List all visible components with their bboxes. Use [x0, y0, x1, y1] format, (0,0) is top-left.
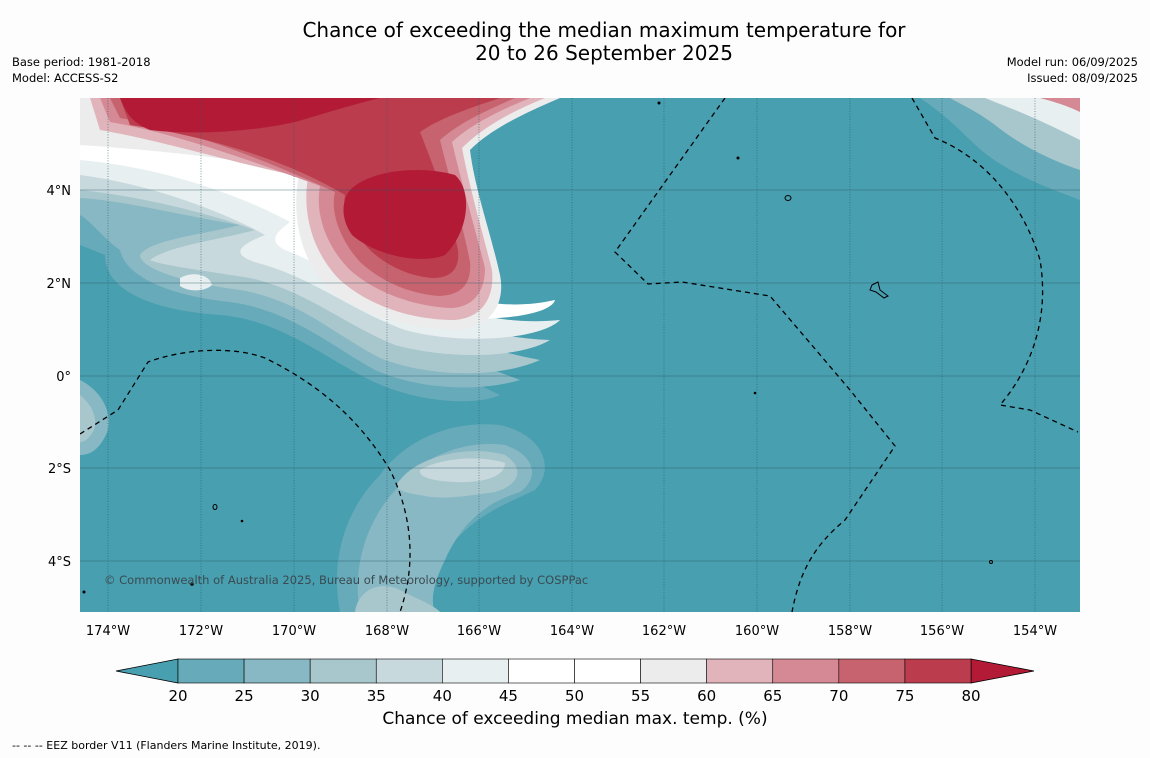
warm-anomaly-core [80, 98, 560, 330]
lon-label: 160°W [735, 624, 779, 639]
map-title-line-1: Chance of exceeding the median maximum t… [302, 18, 906, 42]
colorbar-bins [177, 658, 972, 684]
model-run-date: Model run: 06/09/2025 [1006, 55, 1138, 69]
base-period: Base period: 1981-2018 [12, 55, 151, 69]
issued-date: Issued: 08/09/2025 [1027, 71, 1138, 85]
colorbar-high-arrow [970, 658, 1035, 684]
colorbar-bin [640, 658, 707, 684]
colorbar-bin [904, 658, 972, 684]
model-name: Model: ACCESS-S2 [12, 71, 119, 85]
colorbar-label: Chance of exceeding median max. temp. (%… [382, 709, 768, 729]
anomaly-south [80, 380, 545, 612]
colorbar-bin [772, 658, 840, 684]
colorbar-bin [375, 658, 443, 684]
lon-label: 154°W [1013, 624, 1057, 639]
lon-label: 156°W [920, 624, 964, 639]
longitude-labels: 174°W 172°W 170°W 168°W 166°W 164°W 162°… [86, 624, 1057, 639]
colorbar-bin [574, 658, 641, 684]
colorbar-bin [309, 658, 377, 684]
lon-label: 166°W [457, 624, 501, 639]
colorbar-bin [442, 658, 509, 684]
colorbar-tick-label: 70 [829, 687, 848, 705]
copyright-notice: © Commonwealth of Australia 2025, Bureau… [104, 573, 588, 587]
colorbar-tick-label: 30 [301, 687, 320, 705]
lat-label: 4°S [48, 555, 71, 570]
colorbar-tick-label: 35 [367, 687, 386, 705]
colorbar-tick-label: 80 [961, 687, 980, 705]
lon-label: 168°W [365, 624, 409, 639]
colorbar-bin [177, 658, 245, 684]
map-plot-area [80, 98, 1080, 612]
metadata-left: Base period: 1981-2018 Model: ACCESS-S2 [12, 54, 151, 86]
latitude-labels: 4°N 2°N 0° 2°S 4°S [47, 184, 72, 570]
colorbar-tick-label: 20 [168, 687, 187, 705]
colorbar-bin [243, 658, 311, 684]
colorbar-tick-label: 55 [631, 687, 650, 705]
lat-label: 2°N [47, 277, 72, 292]
colorbar-tick-label: 75 [895, 687, 914, 705]
graticule-lat [80, 189, 1080, 562]
colorbar-tick-label: 40 [433, 687, 452, 705]
colorbar-bin [838, 658, 906, 684]
lat-label: 0° [56, 370, 71, 385]
colorbar-low-arrow [115, 658, 179, 684]
colorbar-tick-label: 50 [565, 687, 584, 705]
lon-label: 158°W [828, 624, 872, 639]
colorbar-tick-label: 60 [697, 687, 716, 705]
colorbar-bin [508, 658, 575, 684]
lon-label: 170°W [272, 624, 316, 639]
lat-label: 4°N [47, 184, 72, 199]
lon-label: 164°W [550, 624, 594, 639]
colorbar: 20 25 30 35 40 45 50 55 60 65 70 75 80 [115, 658, 1035, 705]
warm-anomaly-northeast [920, 98, 1080, 200]
map-title-line-2: 20 to 26 September 2025 [475, 41, 733, 65]
islands [82, 101, 993, 594]
lon-label: 174°W [86, 624, 130, 639]
colorbar-ticks: 20 25 30 35 40 45 50 55 60 65 70 75 80 [168, 687, 980, 705]
colorbar-bin [706, 658, 774, 684]
colorbar-tick-label: 45 [499, 687, 518, 705]
colorbar-tick-label: 65 [763, 687, 782, 705]
eez-borders [80, 98, 1079, 612]
metadata-right: Model run: 06/09/2025 Issued: 08/09/2025 [1007, 54, 1138, 86]
lon-label: 172°W [179, 624, 223, 639]
colorbar-tick-label: 25 [235, 687, 254, 705]
eez-legend-footnote: -- -- -- EEZ border V11 (Flanders Marine… [12, 739, 321, 752]
lat-label: 2°S [48, 462, 71, 477]
lon-label: 162°W [642, 624, 686, 639]
